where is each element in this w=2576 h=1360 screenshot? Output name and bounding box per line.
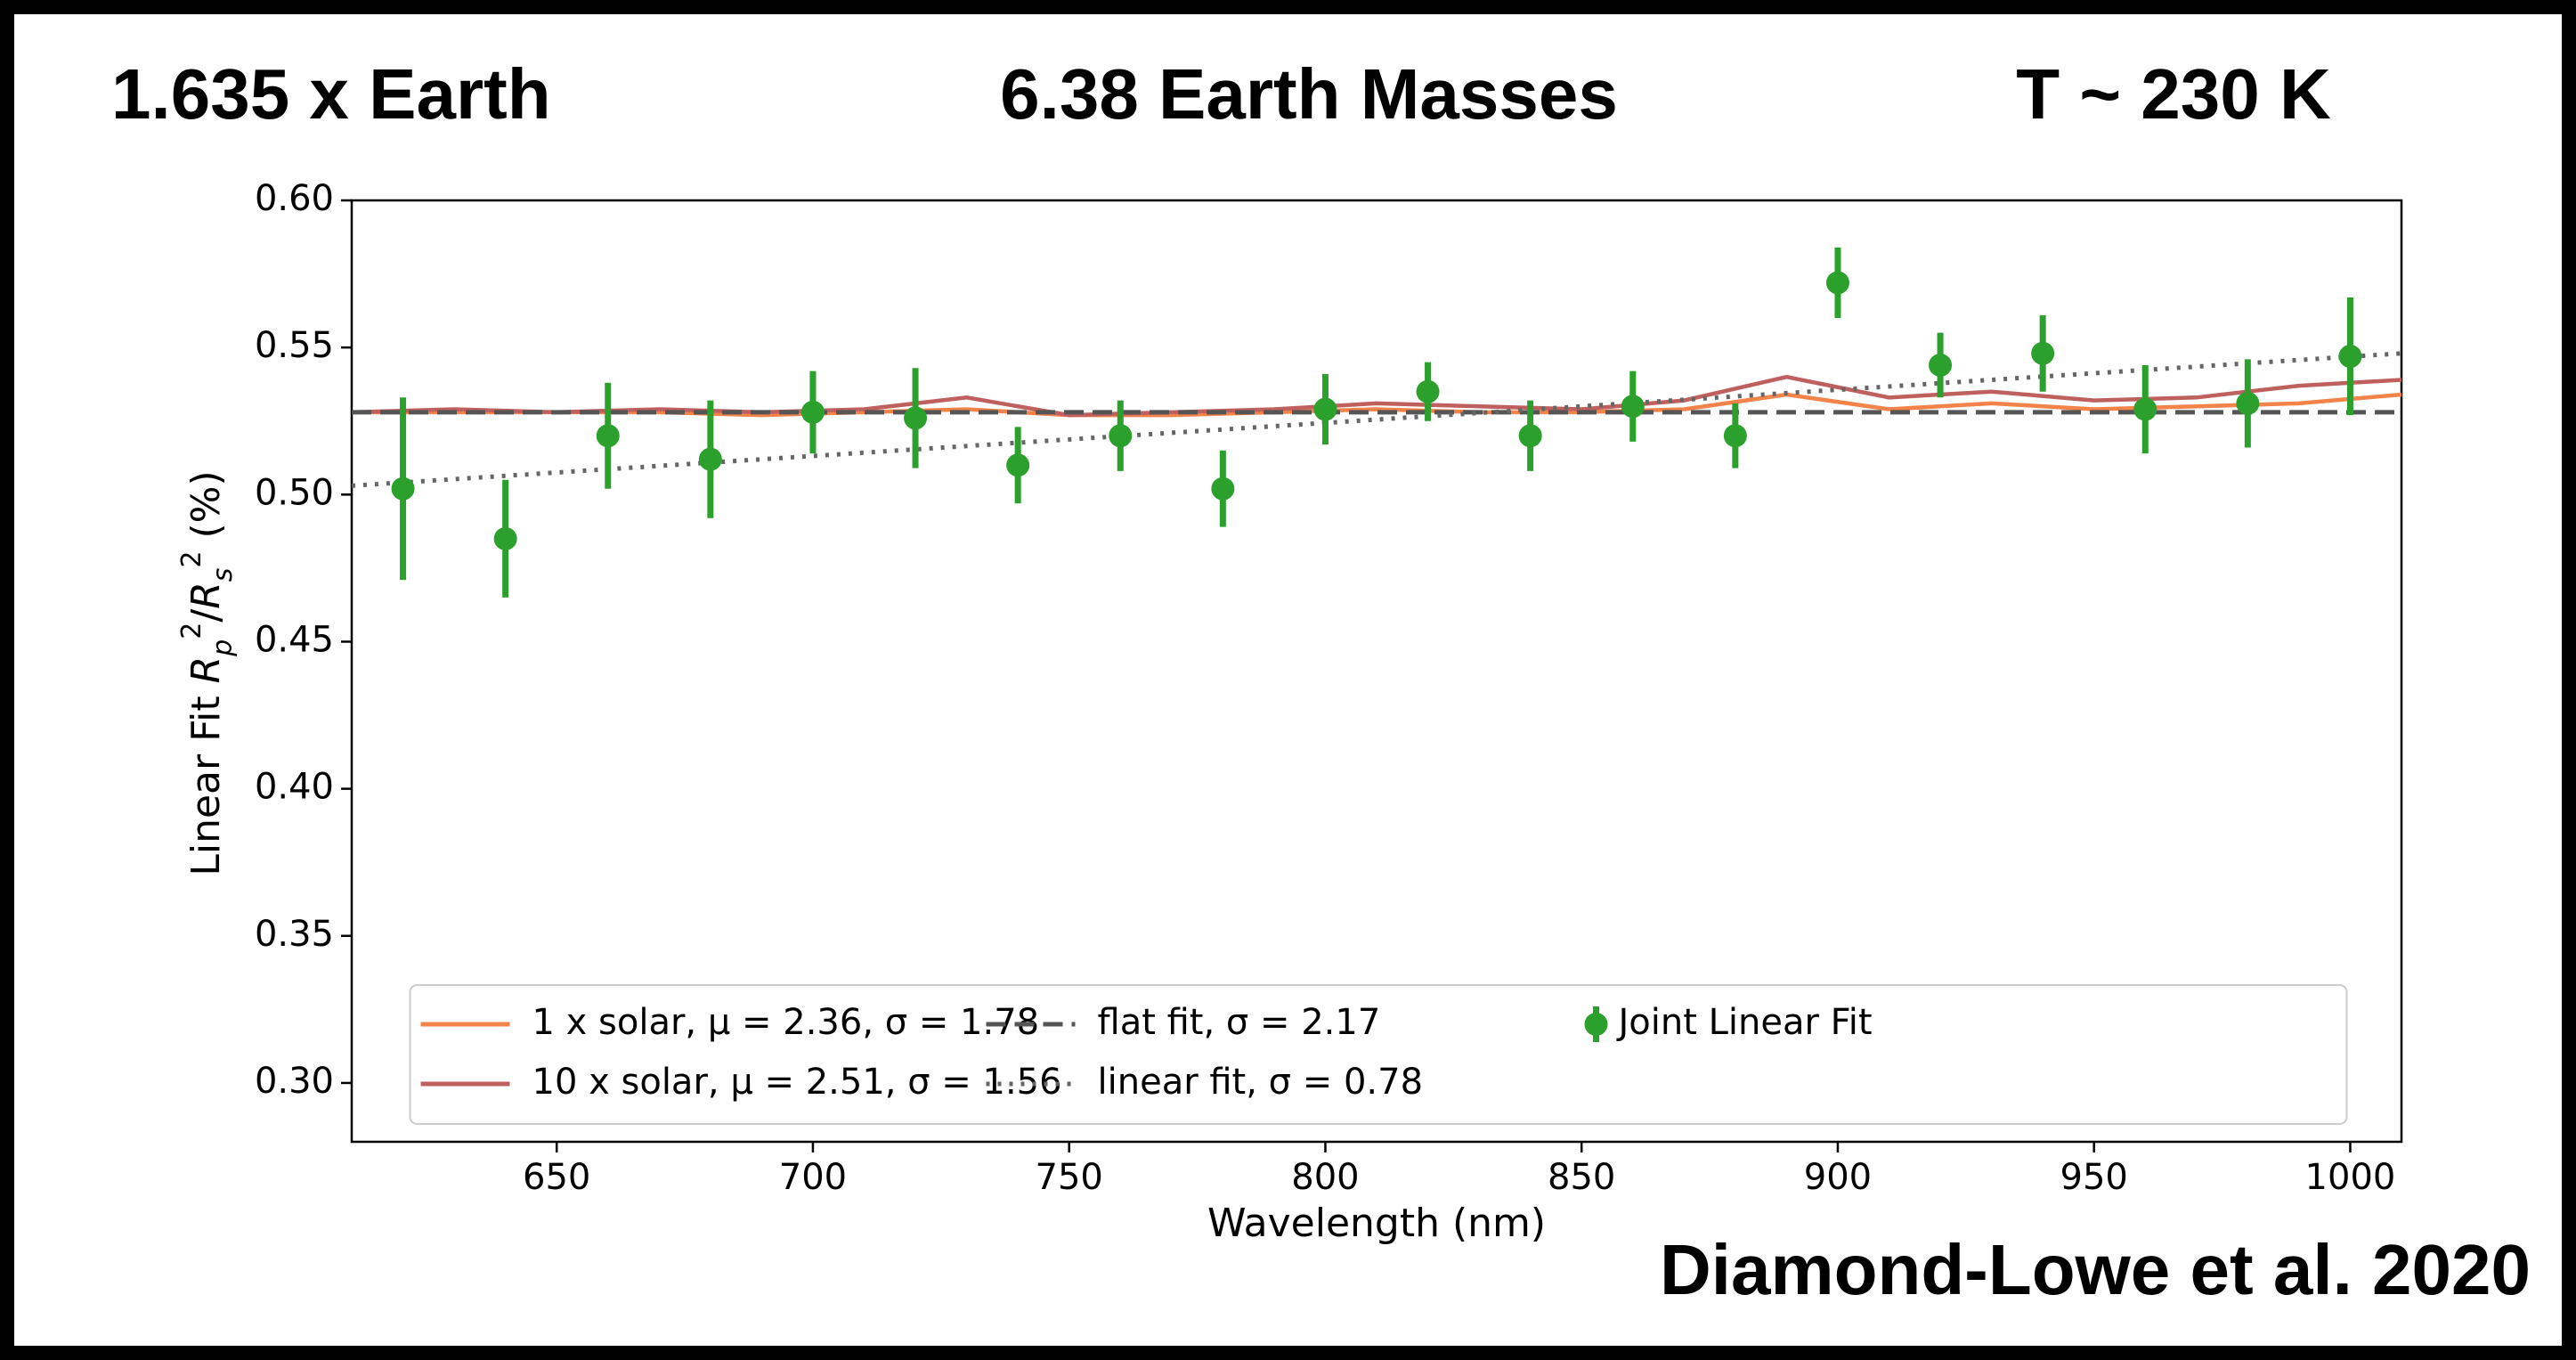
data-point: [1929, 353, 1953, 377]
data-point: [1313, 397, 1337, 421]
y-axis-label-part: R: [183, 656, 229, 684]
data-point: [2031, 341, 2055, 365]
header-radius: 1.635 x Earth: [111, 54, 551, 134]
y-axis-label-part: Linear Fit: [183, 683, 229, 875]
x-tick-label: 950: [2060, 1157, 2128, 1198]
x-axis-label: Wavelength (nm): [1207, 1201, 1546, 1246]
data-point: [596, 424, 620, 448]
y-axis-label-part: /: [183, 609, 229, 623]
data-point: [2133, 397, 2158, 421]
data-point: [904, 406, 928, 430]
data-point: [1518, 424, 1542, 448]
header-temperature: T ~ 230 K: [2016, 54, 2331, 134]
legend-box: [409, 984, 2348, 1125]
y-tick-label: 0.35: [255, 914, 334, 955]
y-tick-label: 0.40: [255, 767, 334, 808]
y-axis-label-part: (%): [183, 470, 229, 550]
series-line: [351, 374, 2402, 418]
legend-label: 1 x solar, μ = 2.36, σ = 1.78: [532, 1002, 1040, 1043]
data-point: [1006, 453, 1030, 477]
plot-frame: [350, 199, 2403, 1144]
header-mass: 6.38 Earth Masses: [1000, 54, 1618, 134]
data-point: [2338, 345, 2362, 369]
x-tick-label: 900: [1804, 1157, 1872, 1198]
y-axis-label-part: R: [183, 582, 229, 609]
data-point: [1621, 395, 1645, 419]
data-point: [2236, 391, 2260, 415]
y-axis-label-part: 2: [176, 623, 207, 639]
y-axis-label-part: p: [207, 639, 239, 657]
y-tick-label: 0.60: [255, 178, 334, 219]
data-point: [493, 526, 517, 550]
y-axis-label-part: 2: [176, 550, 207, 567]
legend-label: linear fit, σ = 0.78: [1098, 1062, 1424, 1103]
data-point: [1211, 476, 1235, 501]
legend-marker: [1584, 1013, 1608, 1036]
series-line: [352, 392, 2402, 418]
x-tick-label: 750: [1036, 1157, 1103, 1198]
x-tick-label: 850: [1548, 1157, 1615, 1198]
legend-label: Joint Linear Fit: [1616, 1002, 1873, 1043]
data-point: [1825, 271, 1849, 295]
x-tick-label: 700: [779, 1157, 847, 1198]
data-point: [1416, 379, 1440, 403]
y-axis-label: Linear Fit Rp2/Rs2 (%): [176, 470, 239, 875]
legend-label: 10 x solar, μ = 2.51, σ = 1.56: [532, 1062, 1062, 1103]
data-point: [698, 447, 722, 471]
citation: Diamond-Lowe et al. 2020: [1660, 1230, 2531, 1309]
x-tick-label: 800: [1291, 1157, 1359, 1198]
y-axis-label-part: s: [207, 568, 239, 582]
x-tick-label: 1000: [2305, 1157, 2396, 1198]
y-tick-label: 0.50: [255, 472, 334, 513]
data-point: [1109, 424, 1133, 448]
y-tick-label: 0.55: [255, 325, 334, 366]
y-tick-label: 0.30: [255, 1061, 334, 1102]
data-point: [1723, 424, 1747, 448]
x-tick-label: 650: [523, 1157, 590, 1198]
data-point: [391, 476, 415, 501]
y-tick-label: 0.45: [255, 619, 334, 660]
legend-label: flat fit, σ = 2.17: [1098, 1002, 1381, 1043]
data-point: [800, 400, 825, 424]
